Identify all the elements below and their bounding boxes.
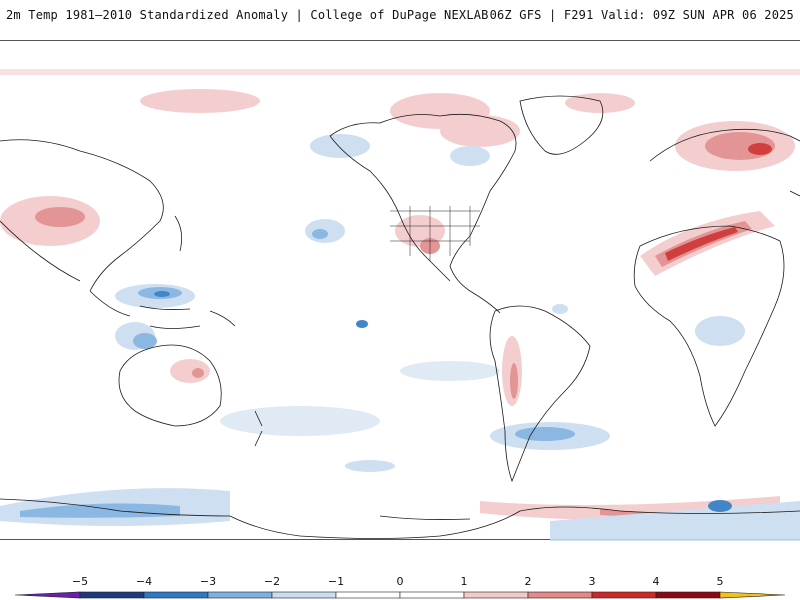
colorbar-segment [207, 591, 273, 599]
colorbar-tick-label: 4 [652, 575, 660, 588]
colorbar-svg [14, 591, 786, 599]
colorbar-segment [527, 591, 593, 599]
colorbar-tick-label: 3 [588, 575, 596, 588]
colorbar-tick-label: 0 [396, 575, 404, 588]
colorbar-segment [271, 591, 337, 599]
coastlines [0, 95, 800, 539]
colorbar-tick-label: −5 [71, 575, 89, 588]
colorbar-segment [143, 591, 209, 599]
colorbar-tick-label: −2 [263, 575, 281, 588]
colorbar-tick-label: −3 [199, 575, 217, 588]
colorbar-segment [719, 591, 786, 599]
map-svg [0, 69, 800, 541]
colorbar-segment [463, 591, 529, 599]
colorbar-tick-label: −4 [135, 575, 153, 588]
map-title: 2m Temp 1981–2010 Standardized Anomaly |… [6, 8, 489, 22]
colorbar-segment [655, 591, 721, 599]
colorbar-tick-label: −1 [327, 575, 345, 588]
anomaly-shading [0, 69, 800, 541]
colorbar-tick-label: 1 [460, 575, 468, 588]
colorbar-segment [399, 591, 465, 599]
colorbar-segment [79, 591, 145, 599]
colorbar-tick-label: 5 [716, 575, 724, 588]
world-anomaly-map [0, 40, 800, 541]
colorbar-tick-label: 2 [524, 575, 532, 588]
colorbar-segment [335, 591, 401, 599]
colorbar-segment [14, 591, 81, 599]
header: 2m Temp 1981–2010 Standardized Anomaly |… [0, 0, 800, 40]
anomaly-colorbar [0, 570, 800, 600]
colorbar-segment [591, 591, 657, 599]
model-run-info: 06Z GFS | F291 Valid: 09Z SUN APR 06 202… [489, 8, 794, 22]
